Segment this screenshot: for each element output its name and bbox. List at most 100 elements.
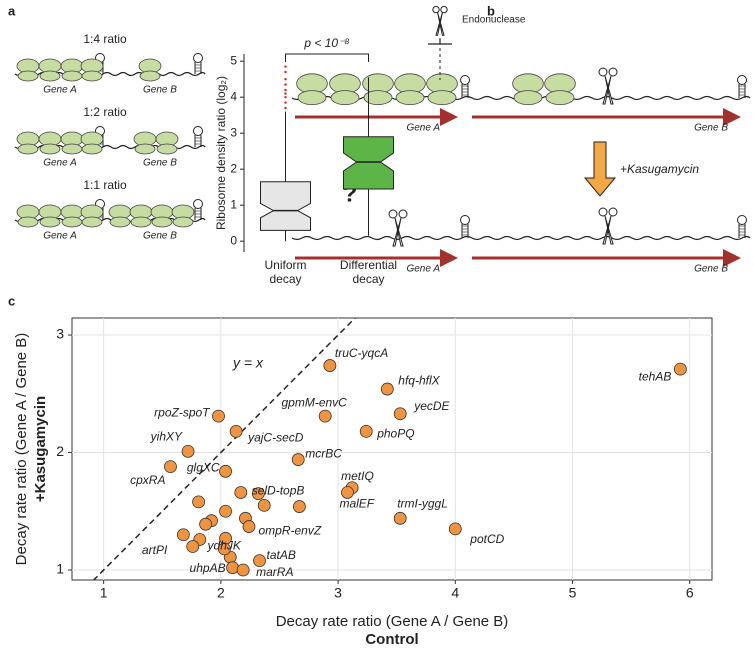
ratio-label: 1:2 ratio [83,105,127,119]
ribosome-small [156,143,178,155]
hairpin-loop [737,215,747,225]
plot-area [71,317,713,581]
point-label: marRA [256,565,293,579]
ribosome-small [39,143,61,155]
ribosome-small [17,216,39,228]
scissors [602,215,614,245]
point-label: gpmM-envC [282,395,348,409]
ribosome-small [39,216,61,228]
point [292,500,306,513]
ribosome-small [81,216,103,228]
point-label: phoPQ [376,427,414,441]
ribosome-small [109,216,131,228]
point [448,522,462,536]
point-label: rpoZ-spoT [154,405,211,419]
scissors [388,209,398,219]
y-tick-label: 1 [56,561,64,577]
hairpin [738,84,746,98]
ribosome-small [39,70,61,82]
point [236,563,250,577]
significance-bracket [285,53,369,62]
point [291,453,305,466]
point-label: tehAB [639,369,672,383]
scissors [598,67,608,77]
scissors [608,67,618,77]
point [199,517,213,531]
point [164,460,177,474]
outlier [284,70,287,74]
hairpin [461,84,469,98]
gene-label: Gene B [694,123,728,134]
point-label: trmI-yggL [397,496,448,510]
ribosome-small [130,216,152,228]
ribosome-small [81,70,103,82]
hairpin-loop [193,126,203,136]
point [380,382,394,396]
endonuclease-label: Endonuclease [462,15,526,26]
point-label: metIQ [341,469,374,483]
x-tick-label: 4 [451,585,459,601]
y-tick-label: 4 [230,89,237,103]
point-label: yihXY [150,430,183,444]
point-label: cpxRA [130,473,165,487]
ribosome-small [81,143,103,155]
point-label: truC-yqcA [335,346,388,360]
hairpin [461,224,469,238]
ribosome-small [151,216,173,228]
ribosome-small [61,143,83,155]
point [186,540,200,553]
ribosome-small [61,70,83,82]
point-label: yajC-secD [247,431,304,445]
scissors [608,207,618,217]
scissors [435,12,445,36]
ribosome-small [17,143,39,155]
scissors [602,75,614,105]
x-tick-label: Differential decay [340,258,397,286]
y-tick-label: 3 [56,326,64,342]
outlier [284,96,287,99]
point-label: glgXC [187,460,220,474]
point [393,407,407,421]
outlier [284,78,287,81]
point-label: ydhJK [207,538,242,552]
y-axis-label: Ribosome density ratio (log₂) [214,76,228,230]
ribosome-small [297,90,327,105]
point [226,561,239,575]
outlier [284,92,287,95]
outlier [284,83,287,86]
x-axis-label-bold: Control [365,631,418,648]
gene-label: Gene A [43,158,77,169]
x-tick-label: 2 [217,585,225,601]
gene-label: Gene A [43,85,77,96]
point-label: tatAB [267,548,296,562]
clip-group [92,318,357,580]
significance-label: p < 10⁻⁸ [303,36,349,50]
ribosome-small [330,90,360,105]
y-tick-label: 2 [230,161,237,175]
scissors [432,5,440,14]
x-tick-label: Uniform decay [264,258,306,286]
point [242,520,256,533]
x-tick-label: 6 [686,585,694,601]
scissors [398,209,408,219]
gene-label: Gene A [406,123,440,134]
point [673,362,687,376]
gene-label: Gene A [406,264,440,275]
point [253,554,266,568]
point-label: potCD [469,532,504,546]
point-label: ompR-envZ [258,523,321,537]
outlier [284,101,287,104]
box [260,181,311,231]
ribosome-small [61,216,83,228]
x-tick-label: 1 [100,585,108,601]
point [359,424,373,438]
point [251,487,265,501]
ribosome-small [427,90,457,105]
point [229,424,243,438]
gene-label: Gene B [143,85,177,96]
point [192,495,205,509]
mrna [291,235,751,241]
point [219,464,232,478]
identity-label: y = x [232,355,264,371]
